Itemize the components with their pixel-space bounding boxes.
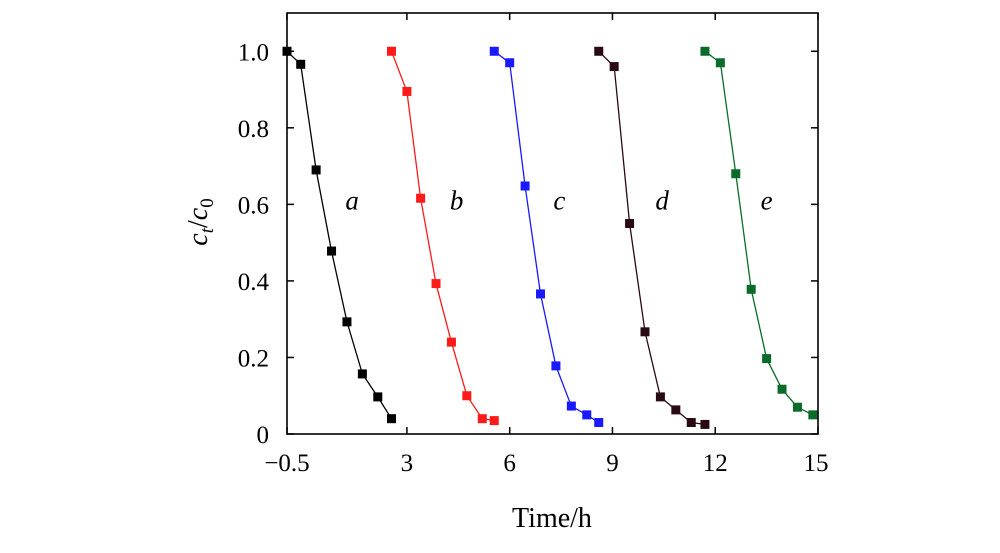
y-tick-label: 0.6 xyxy=(238,192,269,219)
x-tick-label: 3 xyxy=(401,450,414,477)
tick-layer: −0.5 3 6 9 12 15 0 0.2 0.4 0.6 0.8 1.0 xyxy=(238,13,829,477)
series-a-point xyxy=(296,59,306,69)
series-a xyxy=(282,46,396,424)
y-tick-label: 1.0 xyxy=(238,39,269,66)
series-b-point xyxy=(489,416,499,426)
series-label-d: d xyxy=(655,186,669,216)
y-tick-label: 0 xyxy=(257,422,270,449)
series-e-point xyxy=(808,410,818,420)
series-c-point xyxy=(536,289,546,299)
x-tick-label: −0.5 xyxy=(264,450,309,477)
series-c-line xyxy=(493,50,600,424)
series-a-point xyxy=(373,392,383,402)
y-axis-title-var1: c xyxy=(183,233,214,246)
series-e-point xyxy=(792,402,802,412)
plot-frame xyxy=(286,12,819,435)
series-a-point xyxy=(386,414,396,424)
x-tick-label: 9 xyxy=(606,450,619,477)
y-axis-title-sep: / xyxy=(183,220,214,228)
series-d xyxy=(594,46,710,429)
x-axis-title: Time/h xyxy=(512,503,592,534)
y-tick-label: 0.8 xyxy=(238,116,269,143)
series-c-point xyxy=(520,181,530,191)
series-c-point xyxy=(505,58,515,68)
series-b-point xyxy=(462,391,472,401)
series-layer xyxy=(282,46,818,429)
series-a-point xyxy=(357,369,367,379)
series-label-a: a xyxy=(345,186,359,216)
series-label-b: b xyxy=(450,186,464,216)
series-b-point xyxy=(416,193,426,203)
series-e xyxy=(700,46,818,420)
series-e-point xyxy=(700,46,710,56)
series-e-point xyxy=(731,169,741,179)
series-d-point xyxy=(594,46,604,56)
y-axis-title: ct/c0 xyxy=(183,198,218,245)
series-b-point xyxy=(446,337,456,347)
series-c-point xyxy=(489,46,499,56)
series-d-point xyxy=(625,219,635,228)
series-e-point xyxy=(762,354,772,364)
series-c-point xyxy=(594,418,604,428)
series-d-point xyxy=(655,392,665,402)
series-b-point xyxy=(402,86,412,96)
series-a-point xyxy=(327,246,337,256)
series-e-point xyxy=(746,284,756,294)
series-a-line xyxy=(286,50,393,420)
series-b xyxy=(386,46,499,426)
series-a-point xyxy=(342,317,352,327)
y-tick-label: 0.4 xyxy=(238,269,270,296)
x-tick-label: 6 xyxy=(503,450,516,477)
series-b-point xyxy=(477,414,487,424)
y-axis-title-sub2: 0 xyxy=(197,198,218,208)
label-layer: a b c d e xyxy=(345,186,772,216)
series-d-point xyxy=(700,419,710,429)
series-b-line xyxy=(390,51,495,422)
y-axis-title-sub1: t xyxy=(197,227,218,233)
series-e-point xyxy=(715,58,725,68)
series-c-point xyxy=(566,401,576,411)
series-c-point xyxy=(582,410,592,420)
series-c-point xyxy=(551,361,561,371)
series-d-line xyxy=(598,50,705,426)
series-c xyxy=(489,46,604,428)
y-axis-title-var2: c xyxy=(183,207,214,220)
series-d-point xyxy=(686,418,696,428)
series-b-point xyxy=(386,46,396,56)
y-tick-label: 0.2 xyxy=(238,345,269,372)
series-label-c: c xyxy=(553,186,565,216)
x-tick-label: 15 xyxy=(804,450,829,477)
series-label-e: e xyxy=(761,186,773,216)
series-e-point xyxy=(777,384,787,394)
series-b-point xyxy=(431,279,441,289)
series-d-point xyxy=(609,62,619,72)
x-tick-label: 12 xyxy=(703,450,728,477)
series-a-point xyxy=(311,165,321,175)
series-d-point xyxy=(671,405,681,415)
series-d-point xyxy=(640,327,650,337)
series-e-line xyxy=(704,50,814,416)
